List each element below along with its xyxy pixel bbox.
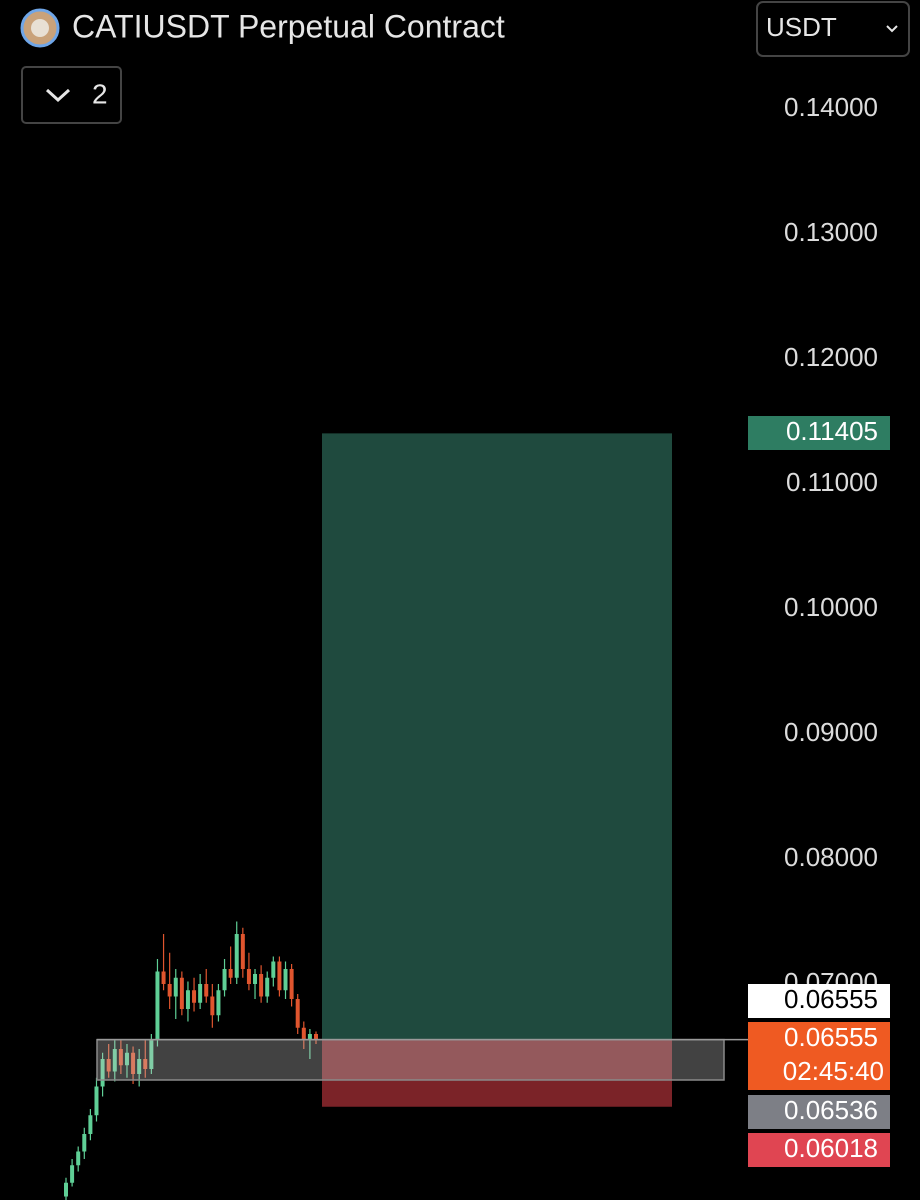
candle-body [149, 1040, 154, 1069]
plot-area [64, 433, 748, 1200]
candle-body [70, 1165, 75, 1183]
chart-title: CATIUSDT Perpetual Contract [72, 8, 505, 44]
candle-body [259, 974, 264, 997]
candle-body [198, 984, 203, 1003]
candle-body [179, 977, 184, 1009]
candle-body [314, 1034, 318, 1041]
candle-body [234, 934, 239, 978]
y-tick-label: 0.14000 [784, 92, 878, 122]
price-tag-label: 0.06018 [784, 1133, 878, 1163]
candle-body [76, 1151, 81, 1166]
candle-body [192, 990, 197, 1003]
header: CATIUSDT Perpetual Contract 2 USDT [20, 1, 910, 124]
price-tag [748, 1095, 890, 1129]
candle-body [118, 1049, 123, 1066]
indicator-count: 2 [92, 78, 108, 109]
countdown-label: 02:45:40 [783, 1056, 884, 1086]
price-tag [748, 1022, 890, 1090]
currency-select[interactable]: USDT [756, 1, 910, 57]
candle-body [265, 977, 270, 997]
price-tag [748, 1133, 890, 1167]
candle-body [283, 969, 288, 991]
candle-body [143, 1059, 148, 1069]
candle-body [106, 1059, 111, 1072]
candle-body [131, 1052, 136, 1074]
candle-body [88, 1115, 93, 1134]
candle-body [204, 984, 209, 997]
candle-body [271, 961, 276, 978]
candle-body [100, 1059, 105, 1087]
candle-body [216, 990, 221, 1016]
y-tick-label: 0.10000 [784, 592, 878, 622]
candle-body [94, 1086, 99, 1116]
loss-zone [322, 1039, 672, 1107]
candle-body [185, 990, 190, 1009]
candle-body [222, 969, 227, 991]
currency-dropdown[interactable] [756, 1, 910, 57]
candle-body [289, 969, 294, 999]
price-axis: 0.14000 0.13000 0.12000 0.11000 0.10000 0.090… [784, 92, 878, 997]
candle-body [210, 996, 215, 1016]
candle-body [246, 969, 251, 984]
candle-body [240, 934, 245, 969]
y-tick-label: 0.12000 [784, 342, 878, 372]
price-tag-label: 0.06555 [784, 1022, 878, 1052]
candle-body [301, 1027, 306, 1041]
price-tags: 0.11405 0.06555 0.06555 02:45:40 0.06536 0.06… [748, 416, 890, 1167]
candle-body [307, 1034, 312, 1041]
candle-body [155, 971, 160, 1041]
y-tick-label: 0.09000 [784, 717, 878, 747]
price-tag [748, 984, 890, 1018]
candle-body [82, 1134, 87, 1152]
candle-body [161, 971, 166, 984]
coin-logo-detail [31, 19, 49, 37]
support-zone [96, 1038, 725, 1081]
candle-body [64, 1182, 68, 1197]
candle-body [295, 999, 300, 1028]
indicator-button[interactable] [21, 66, 122, 124]
price-tag-label: 0.11405 [786, 416, 878, 446]
candle-body [137, 1059, 142, 1074]
y-tick-label: 0.13000 [784, 217, 878, 247]
y-tick-label: 0.11000 [786, 467, 878, 497]
profit-zone [322, 433, 672, 1040]
dropdown-chevron [886, 25, 898, 33]
price-tag-label: 0.06536 [784, 1095, 878, 1125]
candle-body [253, 974, 258, 984]
y-tick-label: 0.08000 [784, 842, 878, 872]
currency-label: USDT [766, 12, 837, 42]
price-tag-label: 0.06555 [784, 984, 878, 1014]
candle-body [112, 1049, 117, 1072]
candle-body [173, 977, 178, 997]
price-tag [748, 416, 890, 450]
candle-body [277, 961, 282, 991]
candle-body [228, 969, 233, 978]
candle-body [124, 1052, 129, 1066]
chevron-icon [45, 88, 71, 103]
candle-body [167, 984, 172, 997]
indicator-toggle[interactable]: 2 [21, 66, 122, 124]
